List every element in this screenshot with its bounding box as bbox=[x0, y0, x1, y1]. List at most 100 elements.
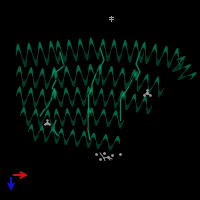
Polygon shape bbox=[172, 68, 176, 71]
Polygon shape bbox=[47, 137, 48, 141]
Polygon shape bbox=[131, 55, 132, 59]
Polygon shape bbox=[65, 67, 66, 72]
Polygon shape bbox=[37, 57, 38, 60]
Polygon shape bbox=[97, 144, 98, 148]
Polygon shape bbox=[131, 74, 132, 77]
Polygon shape bbox=[16, 50, 17, 53]
Polygon shape bbox=[104, 135, 105, 139]
Polygon shape bbox=[40, 71, 41, 75]
Polygon shape bbox=[36, 102, 37, 106]
Polygon shape bbox=[61, 83, 62, 88]
Polygon shape bbox=[54, 88, 55, 93]
Polygon shape bbox=[35, 60, 36, 66]
Polygon shape bbox=[46, 84, 47, 89]
Polygon shape bbox=[180, 75, 183, 77]
Polygon shape bbox=[132, 72, 133, 76]
Polygon shape bbox=[19, 66, 20, 71]
Polygon shape bbox=[177, 65, 178, 66]
Polygon shape bbox=[179, 75, 183, 77]
Polygon shape bbox=[137, 108, 138, 112]
Polygon shape bbox=[137, 85, 138, 89]
Polygon shape bbox=[51, 128, 52, 132]
Polygon shape bbox=[36, 102, 37, 107]
Polygon shape bbox=[123, 68, 124, 73]
Polygon shape bbox=[138, 86, 140, 91]
Polygon shape bbox=[47, 84, 48, 89]
Polygon shape bbox=[129, 57, 130, 62]
Polygon shape bbox=[95, 77, 96, 81]
Polygon shape bbox=[96, 142, 97, 144]
Polygon shape bbox=[181, 64, 182, 69]
Polygon shape bbox=[24, 61, 25, 67]
Polygon shape bbox=[134, 94, 135, 99]
Polygon shape bbox=[101, 88, 102, 93]
Polygon shape bbox=[136, 71, 137, 76]
Polygon shape bbox=[168, 62, 169, 68]
Polygon shape bbox=[112, 70, 113, 74]
Polygon shape bbox=[32, 54, 33, 55]
Polygon shape bbox=[92, 69, 93, 72]
Polygon shape bbox=[131, 55, 132, 59]
Polygon shape bbox=[101, 42, 102, 47]
Polygon shape bbox=[19, 66, 20, 72]
Polygon shape bbox=[135, 98, 136, 101]
Polygon shape bbox=[102, 110, 103, 114]
Polygon shape bbox=[20, 68, 21, 72]
Polygon shape bbox=[180, 57, 183, 59]
Polygon shape bbox=[69, 113, 70, 116]
Polygon shape bbox=[92, 109, 93, 113]
Polygon shape bbox=[191, 78, 192, 79]
Polygon shape bbox=[149, 109, 150, 113]
Polygon shape bbox=[91, 108, 92, 112]
Polygon shape bbox=[26, 59, 27, 63]
Polygon shape bbox=[48, 110, 49, 115]
Polygon shape bbox=[181, 56, 185, 59]
Polygon shape bbox=[48, 124, 51, 146]
Polygon shape bbox=[50, 131, 51, 133]
Polygon shape bbox=[182, 67, 183, 68]
Polygon shape bbox=[98, 145, 99, 149]
Polygon shape bbox=[178, 57, 179, 58]
Polygon shape bbox=[30, 46, 31, 50]
Polygon shape bbox=[50, 121, 51, 123]
Polygon shape bbox=[186, 64, 190, 67]
Polygon shape bbox=[176, 66, 178, 67]
Polygon shape bbox=[97, 121, 98, 125]
Polygon shape bbox=[106, 135, 107, 139]
Polygon shape bbox=[90, 88, 91, 93]
Polygon shape bbox=[112, 145, 113, 148]
Polygon shape bbox=[125, 103, 126, 105]
Polygon shape bbox=[21, 55, 22, 56]
Polygon shape bbox=[52, 94, 53, 96]
Polygon shape bbox=[76, 55, 77, 61]
Polygon shape bbox=[113, 113, 114, 116]
Polygon shape bbox=[116, 81, 117, 85]
Polygon shape bbox=[129, 80, 130, 81]
Polygon shape bbox=[35, 60, 36, 66]
Polygon shape bbox=[51, 75, 52, 78]
Polygon shape bbox=[25, 112, 26, 115]
Polygon shape bbox=[119, 141, 120, 143]
Polygon shape bbox=[159, 92, 161, 97]
Polygon shape bbox=[129, 103, 130, 105]
Polygon shape bbox=[121, 37, 123, 65]
Polygon shape bbox=[145, 49, 146, 51]
Polygon shape bbox=[120, 72, 121, 75]
Polygon shape bbox=[55, 110, 56, 114]
Polygon shape bbox=[52, 74, 53, 76]
Polygon shape bbox=[65, 141, 66, 145]
Polygon shape bbox=[76, 71, 77, 74]
Polygon shape bbox=[96, 121, 97, 126]
Polygon shape bbox=[62, 82, 63, 87]
Polygon shape bbox=[192, 73, 197, 76]
Polygon shape bbox=[133, 76, 134, 78]
Polygon shape bbox=[156, 52, 157, 54]
Polygon shape bbox=[53, 123, 54, 128]
Polygon shape bbox=[78, 141, 79, 145]
Polygon shape bbox=[67, 67, 68, 72]
Polygon shape bbox=[78, 141, 79, 145]
Polygon shape bbox=[116, 137, 117, 141]
Polygon shape bbox=[86, 54, 87, 60]
Polygon shape bbox=[96, 121, 97, 126]
Polygon shape bbox=[115, 82, 116, 87]
